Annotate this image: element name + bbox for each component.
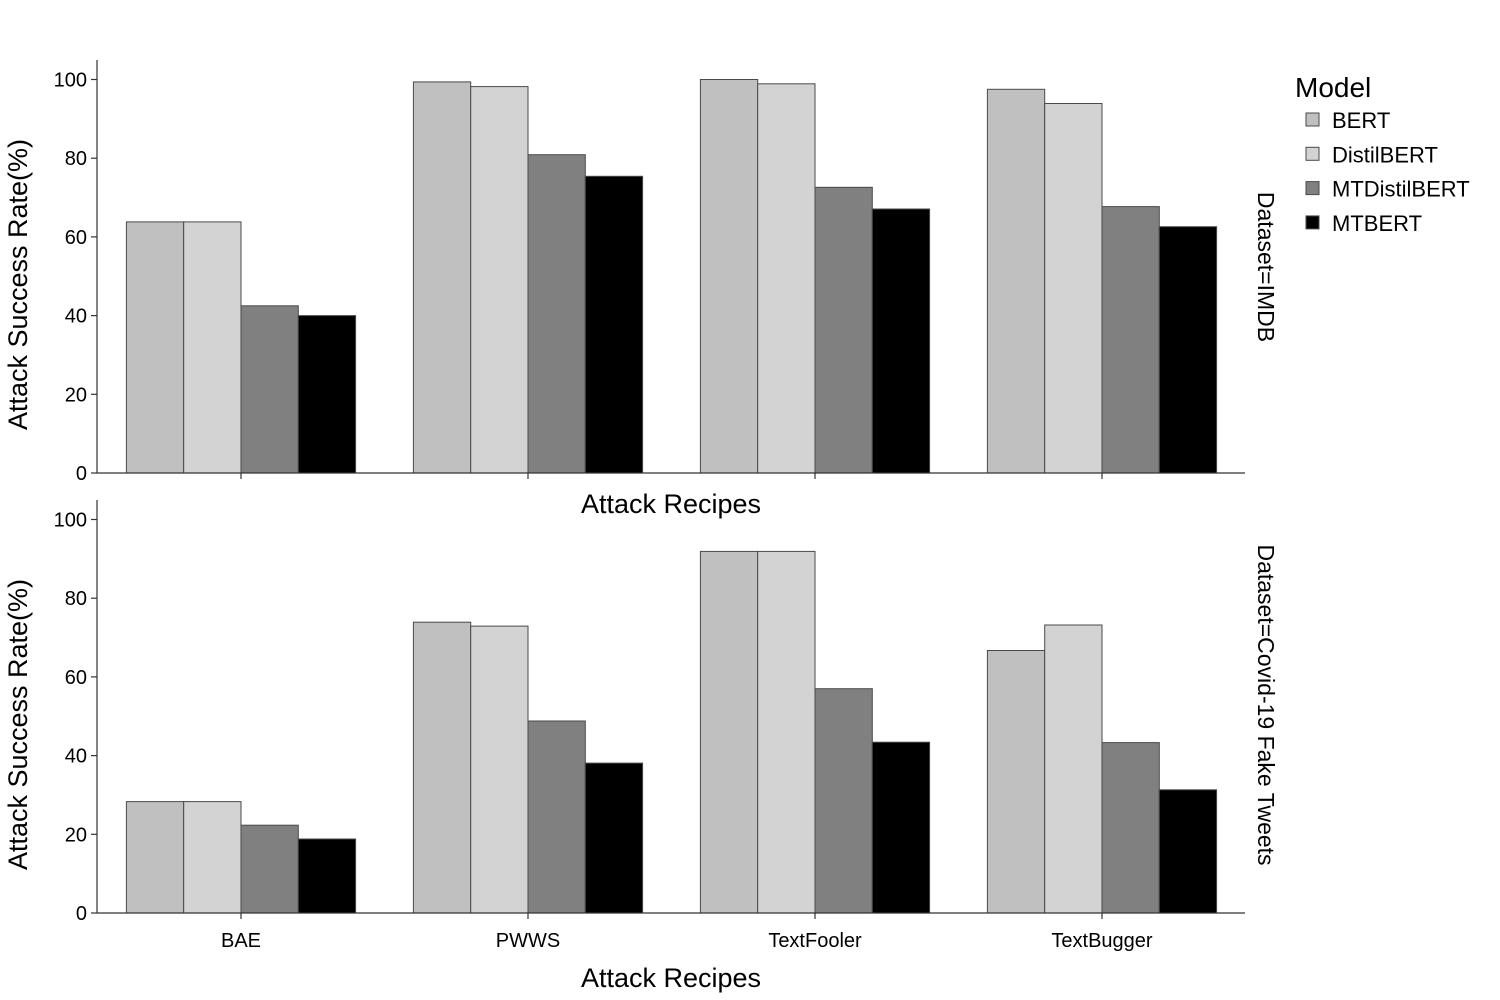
y-tick-label: 40 [65, 746, 87, 768]
y-axis-title: Attack Success Rate(%) [3, 579, 33, 870]
bar-bert-textfooler [699, 79, 759, 474]
bar-bert-pwws [412, 81, 472, 474]
bar-distilbert-bae [183, 801, 242, 914]
bar-mtdistilbert-textfooler [814, 688, 873, 914]
facet-label: Dataset=Covid-19 Fake Tweets [1253, 544, 1279, 865]
bar-mtdistilbert-pwws [527, 154, 586, 474]
x-axis-title: Attack Recipes [581, 963, 761, 993]
bar-mtdistilbert-pwws [527, 720, 586, 914]
bar-distilbert-bae [183, 221, 242, 474]
y-tick-label: 40 [65, 306, 87, 328]
bar-mtbert-bae [297, 838, 357, 914]
bar-mtdistilbert-textbugger [1101, 206, 1160, 474]
bar-mtdistilbert-textbugger [1101, 742, 1160, 914]
bar-mtbert-textbugger [1158, 226, 1218, 474]
bar-mtdistilbert-textfooler [814, 186, 873, 474]
bar-bert-pwws [412, 621, 472, 914]
bar-distilbert-pwws [470, 86, 529, 474]
panel-2: 0 20 40 60 80 100 BAE PWWS TextFooler TextBugger A… [3, 500, 1279, 993]
bar-distilbert-textfooler [757, 83, 816, 474]
bar-mtbert-pwws [584, 175, 644, 474]
x-tick-label: PWWS [496, 930, 560, 952]
bar-distilbert-textfooler [757, 550, 816, 914]
panel-1: 0 20 40 60 80 100 Attack Success Rate(%) Attack… [3, 60, 1279, 519]
bar-mtbert-textfooler [871, 208, 931, 474]
y-tick-label: 80 [65, 148, 87, 170]
legend-swatch-mtbert [1305, 215, 1320, 230]
y-axis-title: Attack Success Rate(%) [3, 139, 33, 430]
legend-swatch-mtdistilbert [1305, 181, 1320, 196]
x-tick-label: TextBugger [1051, 930, 1153, 952]
y-tick-label: 20 [65, 824, 87, 846]
y-tick-label: 100 [54, 70, 87, 92]
legend: Model BERT DistilBERT MTDistilBERT MTBERT [1295, 72, 1470, 236]
y-tick-label: 0 [76, 463, 87, 485]
bar-bert-textfooler [699, 550, 759, 914]
bar-distilbert-pwws [470, 625, 529, 914]
x-tick-label: TextFooler [768, 930, 862, 952]
legend-swatch-distilbert [1305, 146, 1320, 161]
y-tick-label: 0 [76, 903, 87, 925]
bar-distilbert-textbugger [1044, 624, 1103, 914]
y-tick-label: 100 [54, 510, 87, 532]
x-axis-title: Attack Recipes [581, 489, 761, 519]
y-tick-label: 20 [65, 384, 87, 406]
bar-mtdistilbert-bae [240, 305, 299, 474]
legend-label-distilbert: DistilBERT [1332, 142, 1438, 167]
bar-bert-textbugger [986, 650, 1046, 914]
legend-title: Model [1295, 72, 1371, 103]
y-tick-label: 80 [65, 588, 87, 610]
legend-label-mtbert: MTBERT [1332, 211, 1422, 236]
bar-bert-bae [125, 221, 185, 474]
bar-mtbert-pwws [584, 762, 644, 914]
facet-label: Dataset=IMDB [1253, 192, 1279, 342]
y-tick-label: 60 [65, 667, 87, 689]
bar-mtbert-textbugger [1158, 789, 1218, 914]
y-tick-label: 60 [65, 227, 87, 249]
bar-distilbert-textbugger [1044, 103, 1103, 474]
bar-mtbert-bae [297, 315, 357, 474]
legend-label-mtdistilbert: MTDistilBERT [1332, 177, 1470, 202]
x-tick-label: BAE [221, 930, 261, 952]
legend-label-bert: BERT [1332, 108, 1390, 133]
bar-bert-bae [125, 801, 185, 914]
bar-mtdistilbert-bae [240, 824, 299, 914]
legend-swatch-bert [1305, 112, 1320, 127]
bar-mtbert-textfooler [871, 741, 931, 914]
bar-bert-textbugger [986, 88, 1046, 474]
